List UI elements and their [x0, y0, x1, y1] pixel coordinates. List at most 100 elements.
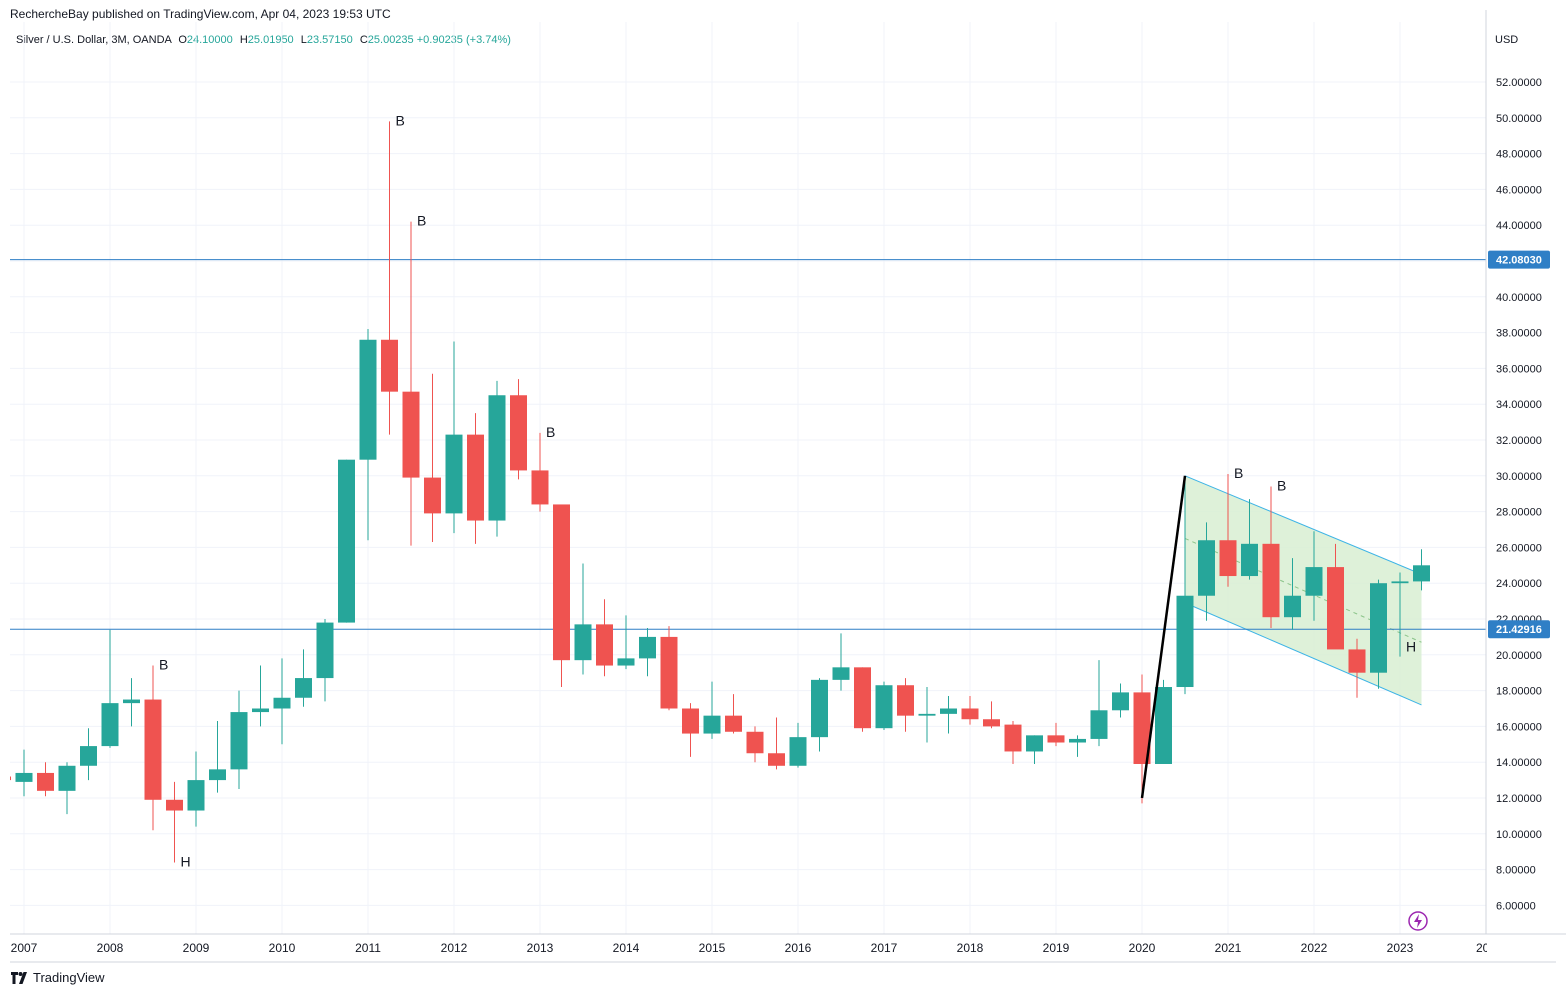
candle [1241, 499, 1258, 580]
candle [1198, 522, 1215, 621]
candle-body [209, 769, 226, 781]
price-tag-label: 21.42916 [1496, 624, 1542, 636]
y-tick-label: 32.00000 [1496, 435, 1542, 447]
candle-body [725, 715, 742, 732]
candle [467, 413, 484, 544]
candle [230, 690, 248, 790]
candle [703, 681, 721, 739]
candle-body [1241, 543, 1258, 577]
x-tick-label: 2007 [11, 941, 38, 955]
candle-body [682, 708, 699, 734]
candle-body [58, 765, 76, 791]
channel-upper-line [1184, 475, 1422, 575]
x-tick-label: 2013 [527, 941, 554, 955]
open-value: 24.10000 [186, 34, 233, 46]
currency-label: USD [1495, 34, 1519, 46]
candle-body [187, 780, 205, 811]
candle [101, 629, 119, 748]
candle [789, 722, 807, 768]
candle-body [1413, 565, 1430, 582]
x-tick-label: 2012 [441, 941, 468, 955]
candle [1133, 674, 1151, 804]
candle-body [252, 708, 269, 713]
candle [1155, 679, 1172, 764]
change-value: +0.90235 (+3.74%) [416, 34, 511, 46]
candle-body [1026, 735, 1043, 752]
y-tick-label: 28.00000 [1496, 507, 1542, 519]
candle-body [854, 667, 871, 729]
publisher-caption: RechercheBay published on TradingView.co… [10, 7, 391, 21]
candle [918, 687, 936, 743]
candle [488, 380, 506, 537]
candle [209, 721, 226, 793]
candle-body [338, 459, 355, 623]
series-layer: B B B H B B B H [10, 112, 1486, 869]
y-tick-label: 14.00000 [1496, 757, 1542, 769]
symbol-legend: Silver / U.S. Dollar, 3M, OANDA O24.1000… [16, 34, 511, 46]
price-tag-box [1488, 250, 1550, 269]
candle-body [445, 434, 463, 514]
candle [187, 751, 205, 827]
y-tick-label: 36.00000 [1496, 363, 1542, 375]
candle [1413, 549, 1430, 591]
y-tick-label: 26.00000 [1496, 542, 1542, 554]
candle-body [875, 685, 893, 729]
candle-body [424, 477, 441, 514]
candle [37, 762, 54, 797]
y-tick-label: 40.00000 [1496, 292, 1542, 304]
y-tick-label: 46.00000 [1496, 184, 1542, 196]
candle [940, 695, 957, 734]
candle [811, 678, 828, 752]
pattern-label: H [181, 853, 191, 869]
candle [1004, 721, 1022, 764]
x-tick-label: 2011 [355, 941, 381, 955]
open-label: O [178, 34, 187, 46]
candle-body [402, 391, 420, 478]
candle [639, 627, 656, 677]
candle [316, 619, 334, 702]
candle [1391, 572, 1409, 657]
candle-body [230, 712, 248, 770]
candle [682, 703, 699, 757]
tradingview-logo-icon [11, 971, 27, 984]
candle [58, 762, 76, 815]
candle-body [768, 753, 785, 766]
candle-body [37, 772, 54, 791]
y-axis-labels: 6.00000 8.00000 10.00000 12.00000 14.00000 16… [1488, 77, 1550, 912]
candle [1348, 638, 1366, 698]
candle [1219, 474, 1237, 587]
x-axis-labels: 2007 2008 2009 2010 2011 2012 2013 2014 2015 2016… [11, 941, 1497, 955]
candle-body [15, 772, 33, 782]
y-tick-label: 38.00000 [1496, 328, 1542, 340]
lightning-bolt-icon[interactable] [1408, 911, 1428, 931]
lightning-bolt-glyph [1414, 914, 1422, 928]
candle [1305, 531, 1323, 621]
candle-body [123, 699, 140, 704]
pattern-label: H [1406, 639, 1416, 655]
candle-body [1327, 567, 1344, 650]
candle-body [488, 395, 506, 521]
candle-body [359, 339, 377, 460]
candle [768, 717, 785, 770]
y-tick-label: 52.00000 [1496, 77, 1542, 89]
candle [1262, 486, 1280, 628]
candle-body [531, 470, 549, 505]
candle-body [1112, 692, 1129, 711]
y-tick-label: 34.00000 [1496, 399, 1542, 411]
candle-body [295, 678, 312, 698]
candle [1176, 479, 1194, 695]
candle-body [1155, 687, 1172, 764]
candle [1327, 543, 1344, 650]
candle [424, 373, 441, 543]
candle [295, 649, 312, 707]
channel-lower-line [1184, 602, 1422, 706]
candle-body [1004, 724, 1022, 752]
candle [553, 504, 570, 688]
y-tick-label: 6.00000 [1496, 900, 1536, 912]
y-tick-label: 10.00000 [1496, 829, 1542, 841]
axis-label-mask [1487, 940, 1566, 960]
candle [617, 615, 635, 670]
x-tick-label: 2014 [613, 941, 640, 955]
y-tick-label: 20.00000 [1496, 650, 1542, 662]
